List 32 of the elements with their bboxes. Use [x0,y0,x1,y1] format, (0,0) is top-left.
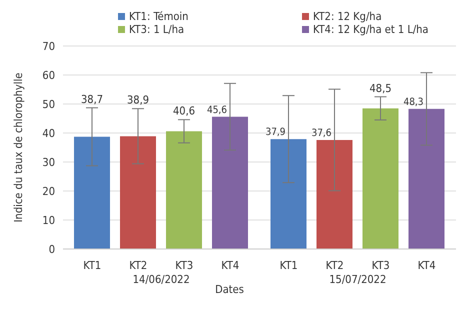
x-tick-label: 15/07/2022 [329,273,386,286]
x-axis-title: Dates [215,283,244,296]
y-tick-label: 30 [42,156,55,169]
text: KT4 [221,259,240,272]
data-label: 38,9 [126,94,150,107]
data-label: 48,3 [403,96,424,108]
y-tick-label: 10 [42,214,55,227]
data-label: 40,6 [172,104,196,118]
text: KT3 [372,259,390,272]
data-label: 45,6 [206,104,228,116]
text: KT2 [326,259,344,272]
data-label: 38,7 [80,92,104,106]
text: KT4 [418,259,436,272]
data-label: 48,5 [369,82,392,95]
legend-label: KT1: Témoin [128,10,190,23]
legend-label: KT4: 12 Kg/ha et 1 L/ha [312,23,430,36]
text: KT3 [175,259,194,272]
data-label: 37,9 [265,127,286,138]
x-tick-label: 14/06/2022 [132,273,190,286]
y-tick-label: 50 [42,98,55,111]
legend-label: KT2: 12 Kg/ha [312,10,383,23]
y-tick-label: 40 [42,126,55,140]
text: KT1 [280,259,298,272]
y-axis-title: Indice du taux de chlorophylle [12,72,25,222]
y-tick-label: 70 [42,40,55,53]
y-tick-label: 60 [42,68,55,82]
legend-label: KT3: 1 L/ha [128,23,186,36]
y-tick-label: 20 [42,184,55,198]
y-tick-label: 0 [48,242,55,256]
data-label: 37,6 [311,128,332,139]
text: KT1 [83,259,102,272]
text: KT2 [129,259,148,272]
